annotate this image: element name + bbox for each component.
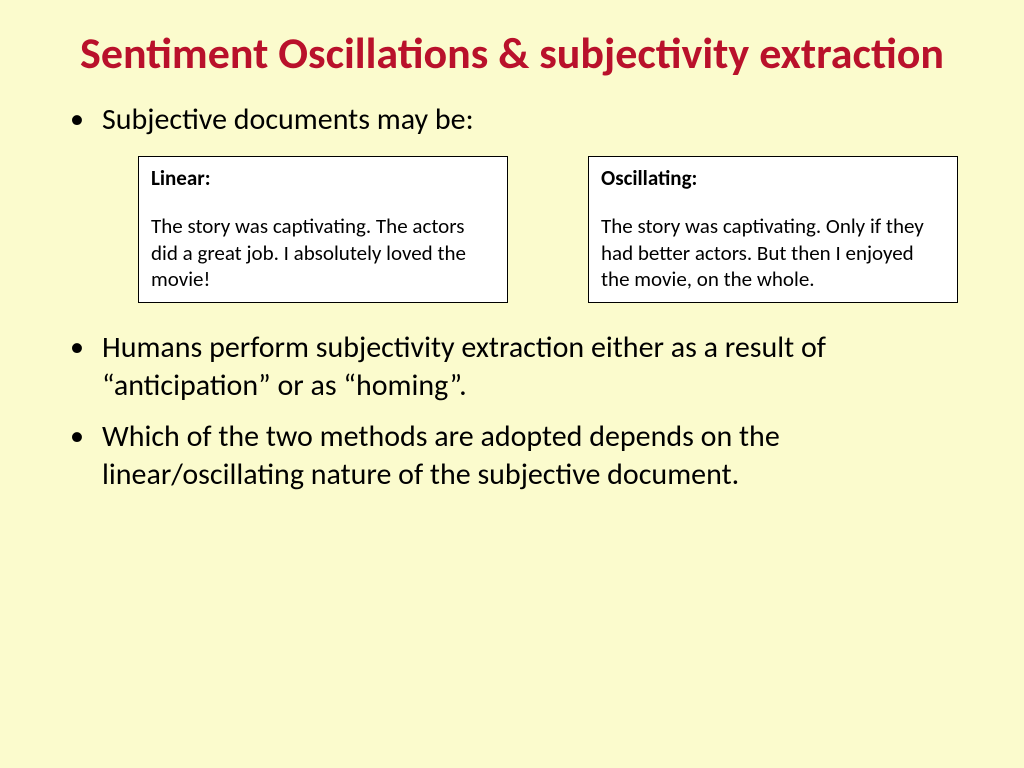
- bullet-item: Subjective documents may be:: [60, 101, 964, 139]
- linear-box-body: The story was captivating. The actors di…: [151, 213, 466, 292]
- bullet-list: Humans perform subjectivity extraction e…: [60, 329, 964, 493]
- bullet-list: Subjective documents may be:: [60, 101, 964, 139]
- example-boxes-row: Linear: The story was captivating. The a…: [138, 156, 964, 303]
- bullet-item: Which of the two methods are adopted dep…: [60, 418, 964, 493]
- linear-box: Linear: The story was captivating. The a…: [138, 156, 508, 303]
- slide-title: Sentiment Oscillations & subjectivity ex…: [60, 28, 964, 79]
- linear-box-head: Linear:: [151, 165, 495, 191]
- oscillating-box: Oscillating: The story was captivating. …: [588, 156, 958, 303]
- bullet-item: Humans perform subjectivity extraction e…: [60, 329, 964, 404]
- oscillating-box-body: The story was captivating. Only if they …: [601, 213, 924, 292]
- oscillating-box-head: Oscillating:: [601, 165, 945, 191]
